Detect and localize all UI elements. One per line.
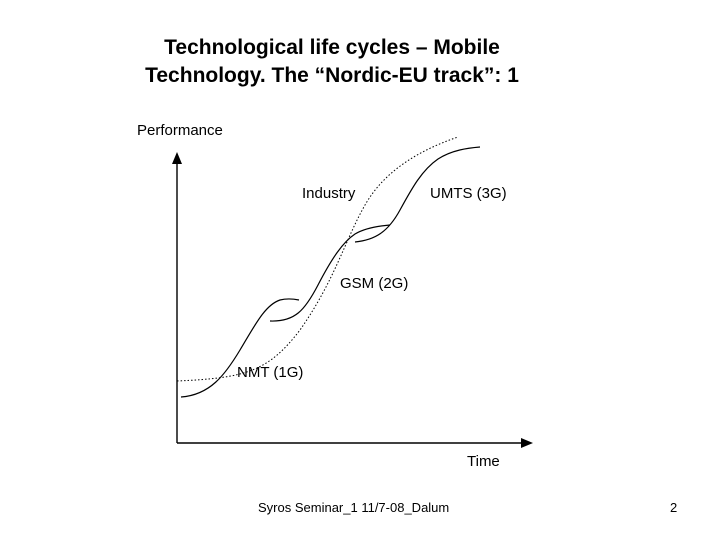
slide-title: Technological life cycles – Mobile Techn… xyxy=(0,34,664,90)
title-line-2: Technology. The “Nordic-EU track”: 1 xyxy=(145,64,519,87)
footer-text: Syros Seminar_1 11/7-08_Dalum xyxy=(258,500,450,515)
x-axis-arrow-icon xyxy=(521,438,533,448)
nmt-label: NMT (1G) xyxy=(237,364,303,381)
gsm-label: GSM (2G) xyxy=(340,275,408,292)
y-axis-label: Performance xyxy=(137,122,223,139)
nmt-curve xyxy=(180,298,300,398)
industry-curve xyxy=(176,136,459,382)
umts-label: UMTS (3G) xyxy=(430,185,507,202)
umts-curve xyxy=(354,146,481,243)
page-number: 2 xyxy=(670,500,678,515)
industry-label: Industry xyxy=(302,185,356,202)
title-line-1: Technological life cycles – Mobile xyxy=(164,36,500,59)
x-axis-label: Time xyxy=(467,453,500,470)
y-axis-arrow-icon xyxy=(172,152,182,164)
gsm-curve xyxy=(269,224,391,322)
